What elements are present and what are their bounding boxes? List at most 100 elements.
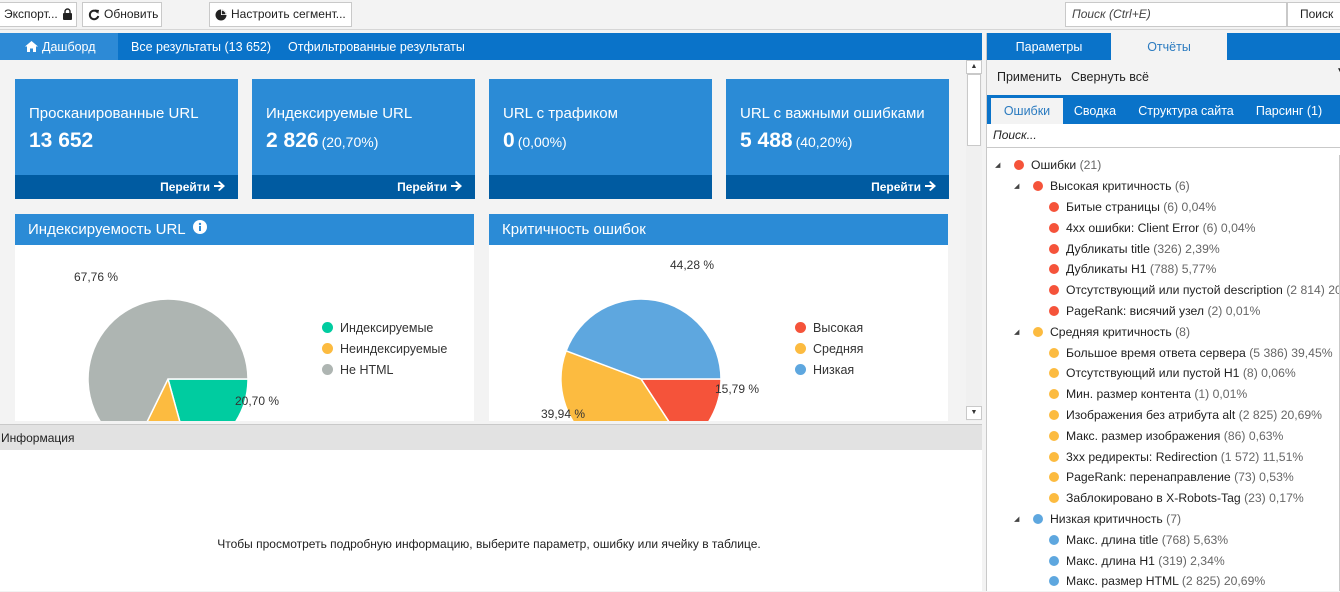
subtab-errors[interactable]: Ошибки: [991, 98, 1063, 124]
refresh-button[interactable]: Обновить: [82, 2, 162, 27]
tree-item[interactable]: Макс. размер HTML (2 825) 20,69%: [987, 571, 1339, 592]
item-percent: 20: [1328, 283, 1340, 298]
card-footer: Перейти: [726, 175, 949, 199]
severity-dot-icon: [1033, 513, 1043, 524]
tab-parameters[interactable]: Параметры: [1015, 40, 1083, 54]
card-crawled-urls: Просканированные URL 13 652 Перейти: [15, 79, 238, 199]
tree-item[interactable]: Макс. длина title (768) 5,63%: [987, 529, 1339, 550]
card-go-link[interactable]: Перейти: [397, 180, 462, 194]
item-percent: 5,63%: [1193, 532, 1229, 547]
tree-item[interactable]: PageRank: перенаправление (73) 0,53%: [987, 467, 1339, 488]
tree-item-label: Ошибки (21): [1031, 158, 1101, 172]
pie-slice-Высокая[interactable]: [639, 378, 722, 421]
report-search-input[interactable]: Поиск...: [987, 124, 1340, 148]
tree-item[interactable]: Макс. размер изображения (86) 0,63%: [987, 425, 1339, 446]
legend-label: Низкая: [813, 362, 855, 377]
legend-item[interactable]: Средняя: [795, 338, 863, 359]
pie-slice-Средняя[interactable]: [560, 349, 685, 421]
pie-slice-Неиндексируемые[interactable]: [133, 376, 190, 421]
search-button[interactable]: Поиск: [1287, 2, 1340, 27]
legend-label: Неиндексируемые: [340, 341, 448, 356]
item-percent: 0,01%: [1212, 387, 1248, 402]
arrow-right-icon: [925, 180, 936, 194]
tree-item[interactable]: PageRank: висячий узел (2) 0,01%: [987, 301, 1339, 322]
expand-toggle-icon[interactable]: ◢: [995, 162, 1001, 170]
legend-item[interactable]: Не HTML: [322, 359, 447, 380]
tree-item-label: Отсутствующий или пустой H1 (8) 0,06%: [1066, 366, 1296, 380]
tree-group[interactable]: ◢ Средняя критичность (8): [987, 321, 1339, 342]
export-button[interactable]: Экспорт...: [0, 2, 77, 27]
item-name: PageRank: висячий узел: [1066, 303, 1208, 318]
tree-item[interactable]: Отсутствующий или пустой description (2 …: [987, 280, 1340, 301]
tree-item[interactable]: Дубликаты title (326) 2,39%: [987, 238, 1339, 259]
tree-group[interactable]: ◢ Низкая критичность (7): [987, 509, 1339, 530]
expand-toggle-icon[interactable]: ◢: [1014, 183, 1020, 191]
dashboard-scrollbar[interactable]: ▲ ▼: [966, 60, 982, 421]
tree-item[interactable]: Битые страницы (6) 0,04%: [987, 197, 1339, 218]
tree-item[interactable]: Большое время ответа сервера (5 386) 39,…: [987, 342, 1339, 363]
tree-item[interactable]: Отсутствующий или пустой H1 (8) 0,06%: [987, 363, 1339, 384]
legend-item[interactable]: Неиндексируемые: [322, 338, 447, 359]
card-go-link[interactable]: Перейти: [160, 180, 225, 194]
severity-dot-icon: [1049, 368, 1059, 379]
info-panel: Информация Чтобы просмотреть подробную и…: [0, 424, 982, 591]
tree-item[interactable]: Дубликаты H1 (788) 5,77%: [987, 259, 1339, 280]
main-tabs: Дашборд Все результаты (13 652) Отфильтр…: [0, 33, 982, 60]
scroll-thumb[interactable]: [967, 74, 981, 146]
tree-item[interactable]: 4xx ошибки: Client Error (6) 0,04%: [987, 217, 1339, 238]
item-name: Средняя критичность: [1050, 324, 1176, 339]
apply-button[interactable]: Применить: [997, 70, 1062, 84]
severity-dot-icon: [1049, 222, 1059, 233]
item-percent: 39,45%: [1291, 345, 1333, 360]
item-name: 3xx редиректы: Redirection: [1066, 449, 1221, 464]
tab-dashboard[interactable]: Дашборд: [0, 33, 118, 60]
pie-label-low: 44,28 %: [670, 258, 715, 272]
card-label: Индексируемые URL: [266, 105, 413, 122]
scroll-up-arrow[interactable]: ▲: [966, 60, 982, 74]
pie-slice-Не HTML[interactable]: [87, 298, 249, 421]
item-percent: 0,17%: [1269, 491, 1304, 506]
item-count: (2 825): [1238, 407, 1281, 422]
errors-tree: ◢ Ошибки (21) ◢ Высокая критичность (6) Биты…: [987, 155, 1340, 592]
item-name: Дубликаты H1: [1066, 262, 1150, 277]
card-go-link[interactable]: Перейти: [871, 180, 936, 194]
legend-item[interactable]: Индексируемые: [322, 317, 447, 338]
panel-title: Индексируемость URL: [28, 221, 186, 238]
legend-item[interactable]: Высокая: [795, 317, 863, 338]
pie-slice-Индексируемые[interactable]: [167, 378, 249, 421]
item-percent: 0,53%: [1259, 470, 1294, 485]
tree-group[interactable]: ◢ Высокая критичность (6): [987, 176, 1339, 197]
severity-dot-icon: [1049, 409, 1059, 420]
collapse-all-button[interactable]: Свернуть всё: [1071, 70, 1149, 84]
tab-all-results[interactable]: Все результаты (13 652): [131, 40, 272, 54]
tree-group[interactable]: ◢ Ошибки (21): [987, 155, 1339, 176]
severity-dot-icon: [1049, 201, 1059, 212]
filter-dropdown-icon[interactable]: ▼: [1336, 66, 1340, 77]
tree-item[interactable]: Мин. размер контента (1) 0,01%: [987, 384, 1339, 405]
global-search-input[interactable]: Поиск (Ctrl+E): [1065, 2, 1287, 27]
indexability-panel: Индексируемость URL 67,76 % 20,70 % Инде…: [15, 214, 474, 421]
legend-item[interactable]: Низкая: [795, 359, 863, 380]
item-name: Низкая критичность: [1050, 511, 1167, 526]
tree-item-label: PageRank: висячий узел (2) 0,01%: [1066, 304, 1260, 318]
tree-item[interactable]: Изображения без атрибута alt (2 825) 20,…: [987, 405, 1339, 426]
subtab-parsing[interactable]: Парсинг (1): [1255, 104, 1323, 118]
segment-button[interactable]: Настроить сегмент...: [209, 2, 352, 27]
tab-filtered-results[interactable]: Отфильтрованные результаты: [288, 40, 465, 54]
refresh-label: Обновить: [104, 7, 159, 21]
subtab-summary[interactable]: Сводка: [1073, 104, 1117, 118]
card-value: 0: [503, 129, 515, 152]
tree-item[interactable]: Заблокировано в X-Robots-Tag (23) 0,17%: [987, 488, 1339, 509]
pie-slice-Низкая[interactable]: [565, 298, 722, 380]
tree-item[interactable]: Макс. длина H1 (319) 2,34%: [987, 550, 1339, 571]
scroll-down-arrow[interactable]: ▼: [966, 406, 982, 420]
toolbar: Экспорт... Обновить Настроить сегмент...…: [0, 0, 1340, 30]
tab-reports[interactable]: Отчёты: [1111, 33, 1227, 60]
expand-toggle-icon[interactable]: ◢: [1014, 328, 1020, 336]
subtab-site-structure[interactable]: Структура сайта: [1138, 104, 1234, 118]
arrow-right-icon: [451, 180, 462, 194]
tree-item[interactable]: 3xx редиректы: Redirection (1 572) 11,51…: [987, 446, 1339, 467]
expand-toggle-icon[interactable]: ◢: [1014, 515, 1020, 523]
info-icon[interactable]: [192, 214, 207, 245]
item-name: Макс. размер HTML: [1066, 574, 1182, 589]
